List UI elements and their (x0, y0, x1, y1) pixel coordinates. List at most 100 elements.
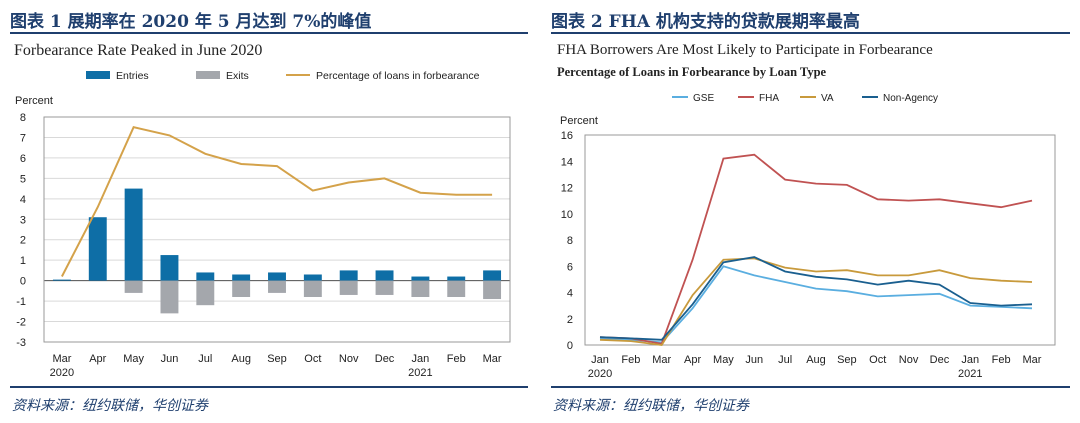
x-tick-label: Jan (591, 354, 609, 366)
bars (52, 188, 502, 314)
title-rule-left (10, 32, 528, 34)
bar-entries-3 (160, 255, 179, 281)
bar-entries-9 (375, 270, 394, 281)
y-tick-label: 14 (561, 156, 573, 168)
bar-exits-6 (268, 280, 286, 293)
series-line-fha (599, 153, 1033, 345)
bar-exits-4 (196, 280, 215, 306)
bar-exits-2 (124, 280, 143, 293)
y-tick-label: 7 (20, 132, 26, 144)
y-tick-label: 8 (567, 235, 573, 247)
legend-label: Exits (226, 70, 249, 82)
y-tick-label: 6 (567, 261, 573, 273)
x-tick-label: Oct (304, 353, 321, 365)
y-tick-label: 12 (561, 183, 573, 195)
x-tick-label: Jul (778, 354, 792, 366)
source-rule-right (551, 386, 1070, 388)
bar-entries-0 (52, 279, 71, 281)
bar-entries-5 (232, 274, 251, 281)
bar-entries-4 (196, 272, 215, 281)
x-tick-label: Mar (52, 353, 71, 365)
bar-exits-9 (375, 280, 394, 295)
y-axis-label: Percent (15, 95, 53, 107)
x-tick-label: Jun (745, 354, 763, 366)
legend-label: VA (821, 93, 834, 104)
bar-exits-8 (339, 280, 358, 295)
x-tick-labels: Mar Apr May Jun Jul Aug Sep Oct Nov Dec Jan Feb Mar 2… (50, 353, 502, 379)
y-tick-label: -2 (16, 317, 26, 329)
chart-legend: GSE FHA VA Non-Agency (672, 93, 938, 104)
bar-entries-10 (411, 276, 430, 281)
x-tick-label: Sep (267, 353, 287, 365)
x-tick-label: Feb (621, 354, 640, 366)
legend-label: Percentage of loans in forbearance (316, 70, 480, 82)
bar-exits-3 (160, 280, 179, 314)
x-tick-label: Apr (684, 354, 701, 366)
legend-label: Non-Agency (883, 93, 938, 104)
chart-title: Forbearance Rate Peaked in June 2020 (14, 42, 262, 59)
x-tick-label: Feb (992, 354, 1011, 366)
year-label: 2020 (588, 368, 612, 380)
bar-exits-7 (303, 280, 322, 297)
x-tick-label: Dec (375, 353, 395, 365)
year-label: 2021 (958, 368, 982, 380)
y-tick-label: 4 (20, 194, 26, 206)
series-line-gse (599, 265, 1033, 344)
bar-entries-8 (339, 270, 358, 281)
legend-label: GSE (693, 93, 714, 104)
y-tick-label: 5 (20, 173, 26, 185)
x-tick-label: Aug (231, 353, 251, 365)
y-tick-labels: -3 -2 -1 0 1 2 3 4 5 6 7 8 (16, 112, 26, 349)
x-tick-label: May (123, 353, 144, 365)
x-tick-label: Sep (837, 354, 857, 366)
x-tick-label: Feb (447, 353, 466, 365)
y-tick-label: -3 (16, 337, 26, 349)
y-tick-label: 4 (567, 288, 573, 300)
x-tick-label: Nov (899, 354, 919, 366)
x-tick-label: Jan (412, 353, 430, 365)
y-tick-label: 0 (567, 340, 573, 352)
y-tick-label: -1 (16, 296, 26, 308)
plot-frame (43, 116, 511, 343)
year-label: 2020 (50, 367, 74, 379)
y-tick-label: 16 (561, 130, 573, 142)
figure-title-left: 图表 1 展期率在 2020 年 5 月达到 7%的峰值 (10, 12, 372, 32)
chart-legend: Entries Exits Percentage of loans in forbe… (86, 70, 480, 82)
y-tick-label: 2 (20, 235, 26, 247)
series-lines (599, 153, 1033, 346)
y-tick-label: 6 (20, 153, 26, 165)
bar-entries-6 (268, 272, 286, 281)
x-tick-labels: Jan Feb Mar Apr May Jun Jul Aug Sep Oct Nov Dec Jan F… (588, 354, 1042, 380)
bar-entries-2 (124, 188, 143, 281)
bar-entries-12 (483, 270, 502, 281)
x-tick-label: Aug (806, 354, 826, 366)
chart-subtitle: Percentage of Loans in Forbearance by Lo… (557, 65, 827, 79)
year-label: 2021 (408, 367, 432, 379)
x-tick-label: Mar (483, 353, 502, 365)
x-tick-label: Oct (869, 354, 886, 366)
bar-exits-12 (483, 280, 502, 300)
bar-entries-11 (447, 276, 466, 281)
series-line-forbearance (61, 126, 493, 277)
x-tick-label: Jan (961, 354, 979, 366)
bar-exits-5 (232, 280, 251, 297)
x-tick-label: Jun (161, 353, 179, 365)
chart-title: FHA Borrowers Are Most Likely to Partici… (557, 42, 933, 58)
x-tick-label: Dec (930, 354, 950, 366)
x-tick-label: Mar (1023, 354, 1042, 366)
title-rule-right (551, 32, 1070, 34)
bar-exits-10 (411, 280, 430, 297)
source-rule-left (10, 386, 528, 388)
legend-label: FHA (759, 93, 779, 104)
bar-entries-7 (303, 274, 322, 281)
legend-swatch (196, 71, 220, 79)
series-line-non-agency (599, 256, 1033, 341)
bar-entries-1 (88, 217, 107, 281)
x-tick-label: Nov (339, 353, 359, 365)
source-note-right: 资料来源：纽约联储，华创证券 (553, 398, 749, 414)
legend-swatch (86, 71, 110, 79)
plot-frame (584, 134, 1056, 346)
y-tick-labels: 0 2 4 6 8 10 12 14 16 (561, 130, 573, 352)
